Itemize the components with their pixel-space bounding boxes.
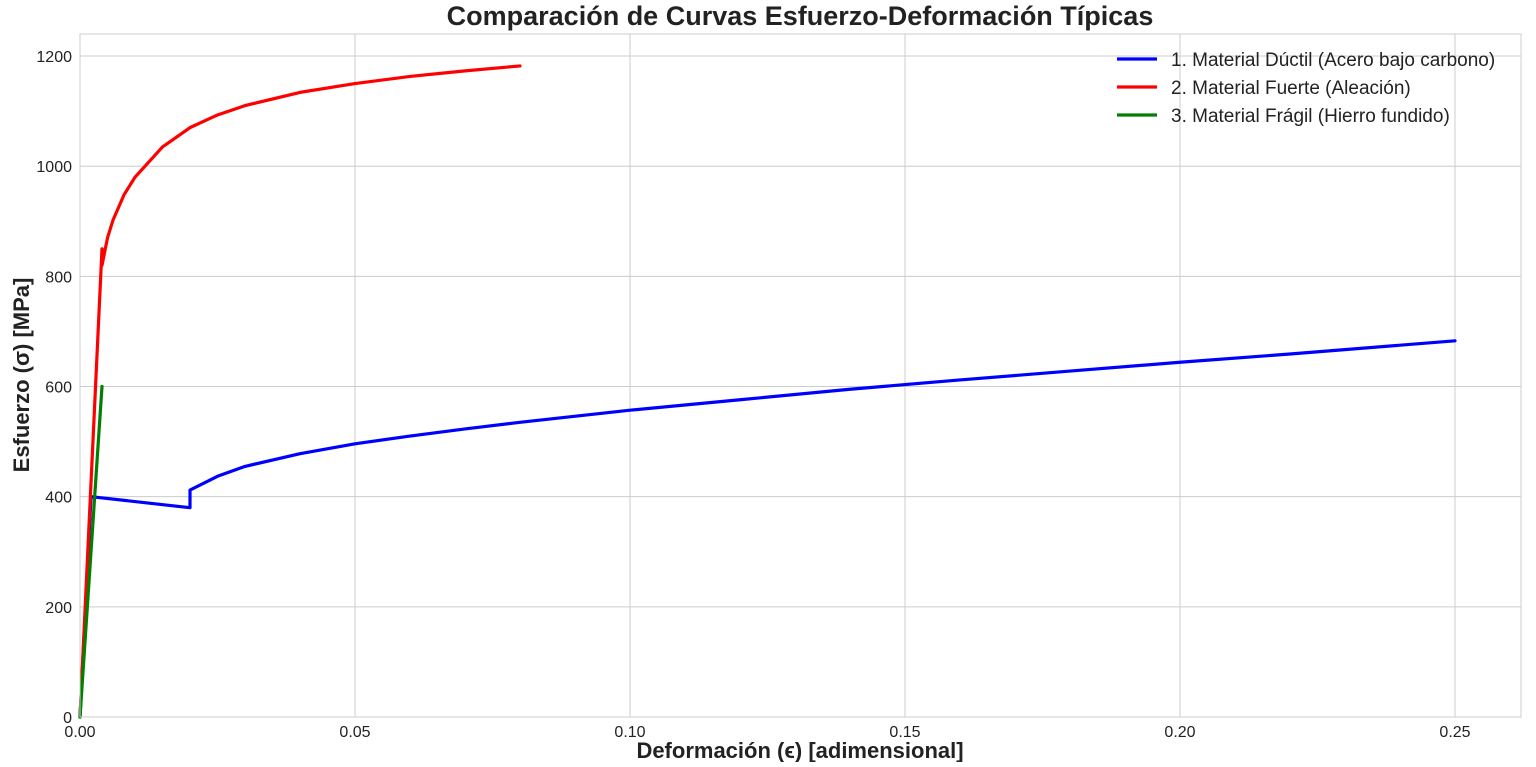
- y-tick-label: 1000: [36, 159, 72, 176]
- legend-label: 1. Material Dúctil (Acero bajo carbono): [1171, 50, 1495, 71]
- x-tick-label: 0.10: [614, 724, 645, 741]
- grid-layer: [79, 34, 1521, 718]
- x-tick-label: 0.05: [339, 724, 370, 741]
- series-layer: [78, 64, 1457, 719]
- tick-layer: 0.00 0.05 0.10 0.15 0.20 0.25 0 200 400 600 800 100…: [36, 49, 1470, 741]
- series-line-1: [78, 339, 1457, 719]
- x-axis-title: Deformación (ϵ) [adimensional]: [636, 738, 963, 762]
- legend-label: 3. Material Frágil (Hierro fundido): [1171, 106, 1450, 127]
- x-tick-label: 0.00: [64, 724, 95, 741]
- legend-item-3: 3. Material Frágil (Hierro fundido): [1117, 106, 1450, 127]
- legend-item-2: 2. Material Fuerte (Aleación): [1117, 78, 1411, 99]
- series-line-3: [78, 384, 104, 719]
- y-tick-label: 400: [45, 490, 72, 507]
- x-tick-label: 0.15: [889, 724, 920, 741]
- y-tick-label: 200: [45, 600, 72, 617]
- legend-item-1: 1. Material Dúctil (Acero bajo carbono): [1117, 50, 1495, 71]
- y-tick-label: 600: [45, 380, 72, 397]
- y-tick-label: 1200: [36, 49, 72, 66]
- y-tick-label: 0: [63, 710, 72, 727]
- x-tick-label: 0.25: [1439, 724, 1470, 741]
- legend-label: 2. Material Fuerte (Aleación): [1171, 78, 1411, 99]
- series-line-2: [78, 64, 522, 719]
- legend: 1. Material Dúctil (Acero bajo carbono) 2…: [1117, 50, 1495, 127]
- x-tick-label: 0.20: [1164, 724, 1195, 741]
- y-axis-title: Esfuerzo (σ) [MPa]: [9, 278, 34, 473]
- chart-title: Comparación de Curvas Esfuerzo-Deformaci…: [447, 1, 1154, 31]
- plot-frame: [79, 33, 1522, 718]
- y-tick-label: 800: [45, 269, 72, 286]
